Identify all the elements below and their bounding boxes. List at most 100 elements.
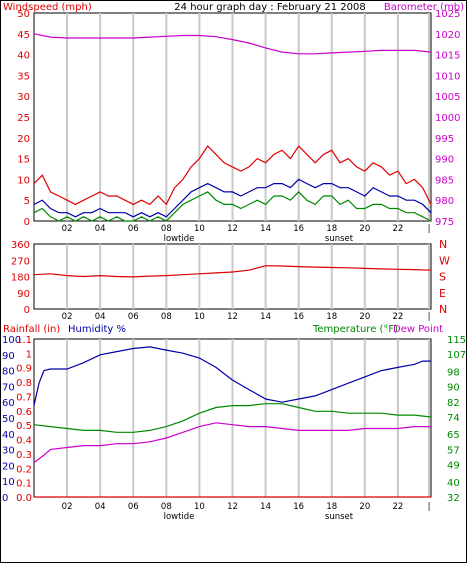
rainfall-axis-title: Rainfall (in)	[3, 324, 60, 335]
temperature-tick-label: 32	[447, 493, 460, 504]
y-right-tick-label: 980	[435, 196, 454, 207]
x-tick-label: 20	[359, 224, 370, 234]
compass-label: S	[439, 271, 446, 284]
temperature-tick-label: 49	[447, 461, 460, 472]
rainfall-tick-label: 0.1	[16, 479, 32, 490]
y-left-tick-label: 45	[17, 30, 30, 41]
wind-barometer-chart: Windspeed (mph) 24 hour graph day : Febru…	[3, 2, 464, 244]
x-tick-label: 22	[393, 312, 404, 322]
temperature-tick-label: 115	[447, 335, 466, 346]
series-line-1	[33, 403, 432, 433]
y-right-tick-label: 985	[435, 175, 454, 186]
humidity-tick-label: 100	[2, 335, 21, 346]
x-tick-label: |	[428, 312, 431, 322]
x-tick-label: 04	[95, 502, 106, 512]
series-line-3	[33, 191, 432, 222]
y-left-tick-label: 90	[17, 289, 30, 300]
x-tick-label: |	[428, 224, 431, 234]
y-left-tick-label: 40	[17, 51, 30, 62]
y-left-tick-label: 20	[17, 134, 30, 145]
y-right-tick-label: 1025	[435, 9, 460, 20]
x-tick-label: 02	[62, 502, 73, 512]
rainfall-tick-label: 0.8	[16, 378, 32, 389]
x-tick-label: 06	[128, 502, 139, 512]
humidity-tick-label: 10	[2, 477, 15, 488]
series-line-1	[33, 145, 432, 206]
humidity-tick-label: 40	[2, 430, 15, 441]
dewpoint-axis-title: Dew Point	[393, 324, 443, 335]
x-tick-label: 18	[326, 312, 337, 322]
x-tick-label: 14	[260, 312, 271, 322]
x-tick-label: 22	[393, 502, 404, 512]
x-tick-label: 16	[293, 224, 304, 234]
temperature-tick-label: 65	[447, 430, 460, 441]
temperature-tick-label: 82	[447, 398, 460, 409]
x-tick-label: 10	[194, 502, 205, 512]
series-line-0	[33, 33, 432, 55]
y-left-tick-label: 50	[17, 9, 30, 20]
temperature-tick-label: 90	[447, 383, 460, 394]
y-right-tick-label: 995	[435, 134, 454, 145]
y-right-tick-label: 1000	[435, 113, 460, 124]
y-left-tick-label: 25	[17, 113, 30, 124]
y-left-tick-label: 15	[17, 155, 30, 166]
rainfall-tick-label: 1	[26, 349, 32, 360]
temperature-tick-label: 98	[447, 367, 460, 378]
y-left-tick-label: 270	[11, 256, 30, 267]
direction-line-0	[33, 265, 432, 278]
compass-label: N	[439, 238, 447, 251]
rainfall-tick-label: 0.5	[16, 421, 32, 432]
rainfall-tick-label: 1.1	[16, 335, 32, 346]
series-line-2	[33, 422, 431, 464]
x-tick-label: 18	[326, 502, 337, 512]
y-left-tick-label: 180	[11, 273, 30, 284]
x-tick-label: 14	[260, 224, 271, 234]
rainfall-tick-label: 0.6	[16, 407, 32, 418]
y-left-tick-label: 0	[24, 305, 30, 316]
left-axis-title: Windspeed (mph)	[3, 2, 92, 13]
x-tick-label: 10	[194, 312, 205, 322]
compass-label: E	[439, 287, 446, 300]
humidity-tick-label: 70	[2, 382, 15, 393]
x-tick-label: 16	[293, 312, 304, 322]
temperature-tick-label: 74	[447, 413, 460, 424]
x-tick-label: 06	[128, 224, 139, 234]
humidity-tick-label: 80	[2, 367, 15, 378]
compass-label: N	[439, 303, 447, 316]
humidity-temperature-chart: Rainfall (in) Humidity % Temperature (°F)D…	[2, 324, 466, 522]
x-annotation: sunset	[325, 234, 354, 244]
y-left-tick-label: 10	[17, 175, 30, 186]
humidity-tick-label: 90	[2, 351, 15, 362]
y-right-tick-label: 1020	[435, 30, 460, 41]
temperature-tick-label: 107	[447, 350, 466, 361]
humidity-axis-title: Humidity %	[68, 324, 126, 335]
series-line-0	[33, 346, 431, 406]
x-tick-label: 12	[227, 312, 238, 322]
y-left-tick-label: 0	[24, 217, 30, 228]
x-tick-label: 10	[194, 224, 205, 234]
y-left-tick-label: 30	[17, 92, 30, 103]
rainfall-tick-label: 0.4	[16, 436, 32, 447]
humidity-tick-label: 0	[2, 493, 8, 504]
y-right-tick-label: 1005	[435, 92, 460, 103]
humidity-tick-label: 50	[2, 414, 15, 425]
x-tick-label: 08	[161, 224, 172, 234]
x-annotation: lowtide	[164, 512, 195, 522]
series-line-2	[33, 178, 432, 218]
x-tick-label: 02	[62, 224, 73, 234]
x-tick-label: 20	[359, 312, 370, 322]
compass-label: W	[439, 254, 450, 267]
x-tick-label: 06	[128, 312, 139, 322]
x-tick-label: 20	[359, 502, 370, 512]
x-annotation: lowtide	[164, 234, 195, 244]
humidity-tick-label: 20	[2, 461, 15, 472]
x-tick-label: 08	[161, 312, 172, 322]
y-right-tick-label: 975	[435, 217, 454, 228]
y-right-tick-label: 990	[435, 155, 454, 166]
x-tick-label: 04	[95, 224, 106, 234]
right-axis-title: Barometer (mb)	[384, 2, 464, 13]
x-tick-label: 16	[293, 502, 304, 512]
x-tick-label: 12	[227, 502, 238, 512]
